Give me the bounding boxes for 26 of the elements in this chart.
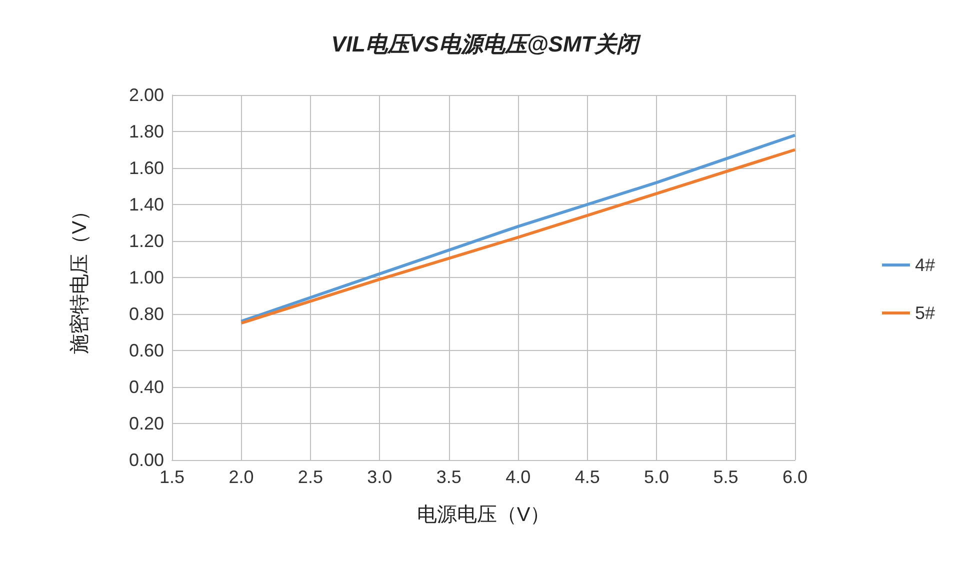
y-tick-label: 1.60 — [128, 158, 164, 178]
y-tick-label: 0.80 — [128, 304, 164, 324]
y-tick-label: 0.40 — [128, 377, 164, 397]
legend-label: 5# — [914, 303, 936, 323]
y-tick-label: 0.00 — [128, 450, 164, 470]
chart-title: VIL电压VS电源电压@SMT关闭 — [331, 32, 642, 56]
y-tick-label: 1.80 — [128, 122, 164, 142]
x-tick-label: 3.5 — [436, 467, 462, 487]
x-tick-label: 2.5 — [298, 467, 323, 487]
x-tick-label: 3.0 — [367, 467, 392, 487]
x-axis-title: 电源电压（V） — [416, 504, 550, 526]
y-axis-title: 施密特电压（V） — [69, 200, 91, 354]
x-tick-label: 5.5 — [713, 467, 738, 487]
y-tick-label: 1.00 — [128, 268, 164, 288]
y-tick-label: 0.20 — [128, 414, 164, 434]
x-tick-label: 4.5 — [574, 467, 600, 487]
x-tick-label: 4.0 — [506, 467, 531, 487]
y-tick-label: 1.20 — [128, 231, 164, 251]
y-tick-label: 2.00 — [128, 85, 164, 105]
x-tick-label: 5.0 — [644, 467, 670, 487]
x-tick-label: 1.5 — [159, 467, 185, 487]
y-tick-label: 0.60 — [128, 340, 164, 360]
x-tick-label: 6.0 — [782, 467, 808, 487]
legend-label: 4# — [914, 255, 936, 275]
y-tick-label: 1.40 — [128, 194, 164, 214]
x-tick-label: 2.0 — [228, 467, 254, 487]
